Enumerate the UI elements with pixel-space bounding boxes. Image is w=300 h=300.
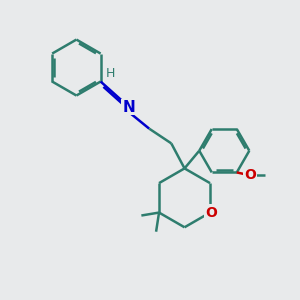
Text: O: O xyxy=(206,206,218,220)
Text: O: O xyxy=(244,168,256,182)
Text: H: H xyxy=(105,67,115,80)
Text: N: N xyxy=(122,100,135,115)
